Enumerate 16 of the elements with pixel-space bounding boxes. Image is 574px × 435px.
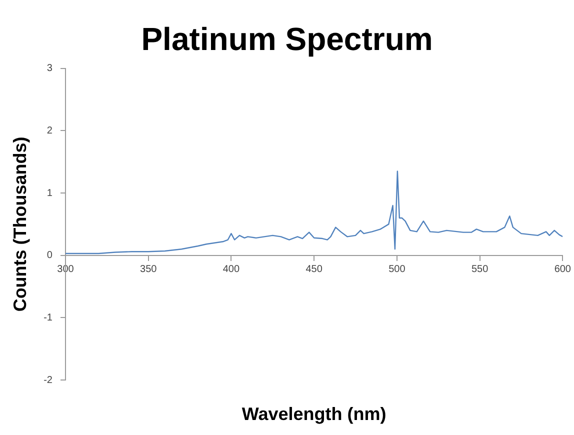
x-tick-label: 450 [306, 264, 323, 276]
x-tick-label: 600 [554, 264, 572, 276]
x-tick-label: 500 [388, 264, 406, 276]
chart-title: Platinum Spectrum [141, 21, 433, 58]
y-tick-label: -2 [44, 374, 53, 386]
x-tick-label: 400 [222, 264, 240, 276]
y-tick-label: 2 [46, 125, 53, 136]
y-axis-title: Counts (Thousands) [10, 136, 30, 312]
y-tick-label: -1 [44, 312, 53, 324]
x-tick-label: 550 [471, 264, 489, 276]
x-tick-label: 300 [57, 264, 74, 276]
x-tick-label: 350 [140, 264, 158, 276]
x-axis-title: Wavelength (nm) [242, 404, 386, 424]
y-tick-label: 0 [46, 250, 53, 262]
y-tick-label: 1 [46, 188, 53, 199]
y-tick-label: 3 [46, 63, 53, 74]
